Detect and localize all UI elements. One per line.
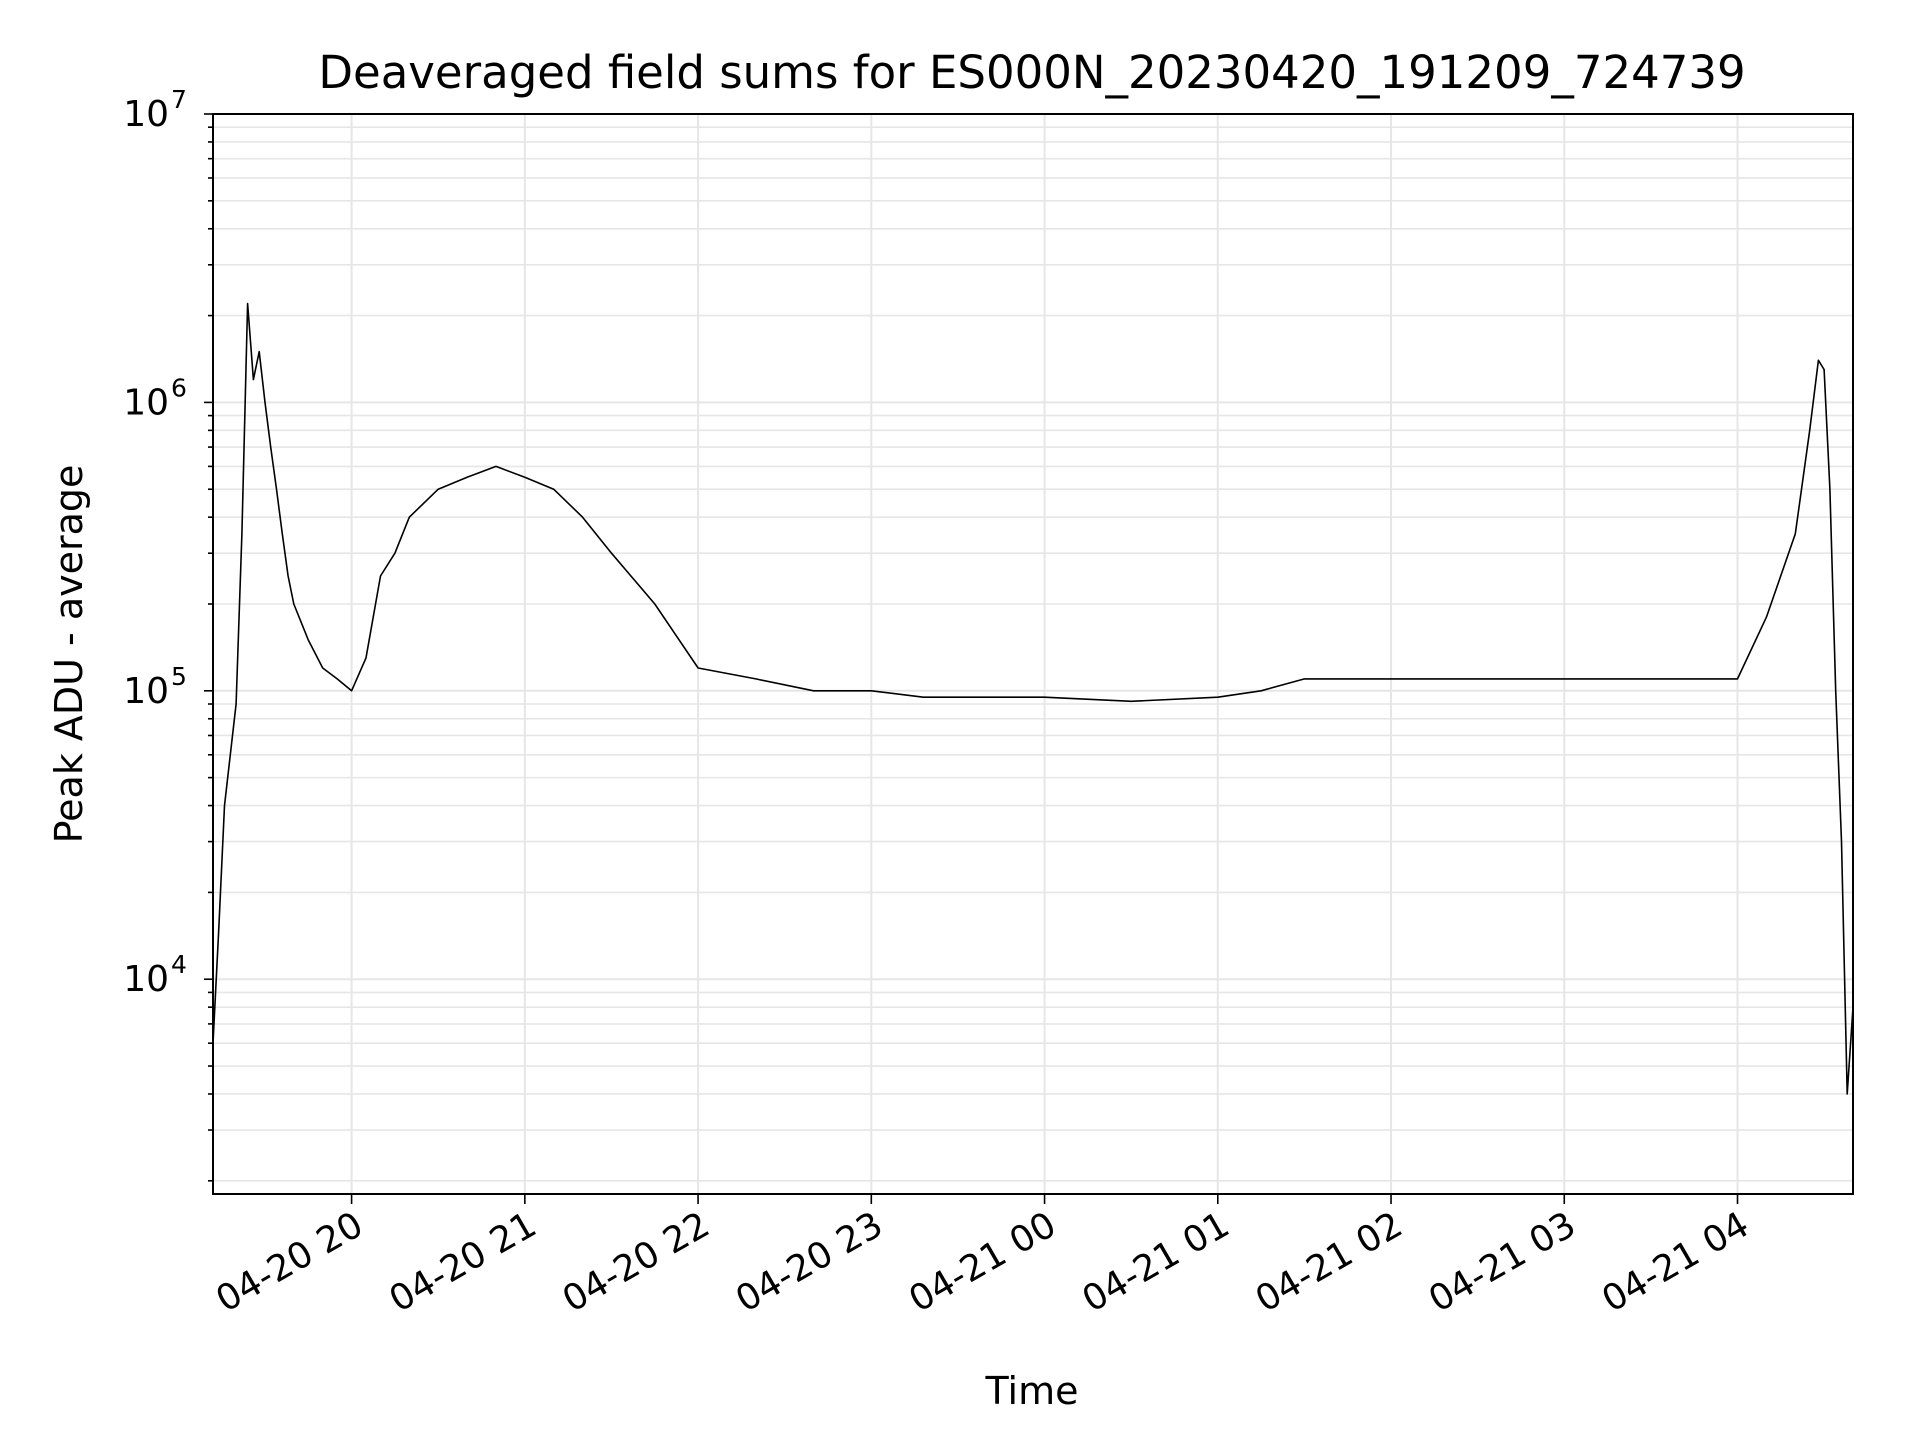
- y-tick-exponent: 6: [171, 373, 187, 402]
- y-tick-label: 10: [123, 382, 169, 423]
- x-tick-label: 04-20 23: [729, 1204, 890, 1320]
- y-tick-label: 10: [123, 94, 169, 135]
- x-tick-label: 04-20 22: [556, 1204, 717, 1320]
- x-tick-label: 04-21 04: [1595, 1204, 1756, 1320]
- y-tick-label: 10: [123, 959, 169, 1000]
- x-tick-label: 04-21 00: [902, 1204, 1063, 1320]
- data-line: [212, 302, 1854, 1095]
- x-tick-label: 04-21 03: [1422, 1204, 1583, 1320]
- y-tick-exponent: 5: [171, 662, 187, 691]
- y-axis-label: Peak ADU - average: [47, 465, 91, 844]
- chart-title: Deaveraged field sums for ES000N_2023042…: [318, 46, 1745, 99]
- x-tick-label: 04-21 02: [1249, 1204, 1410, 1320]
- x-tick-label: 04-21 01: [1076, 1204, 1237, 1320]
- y-tick-exponent: 4: [171, 950, 187, 979]
- x-tick-label: 04-20 21: [383, 1204, 544, 1320]
- y-tick-exponent: 7: [171, 85, 187, 114]
- plot-layer: [212, 302, 1854, 1095]
- plot-frame: [212, 113, 1854, 1195]
- x-tick-label: 04-20 20: [209, 1204, 370, 1320]
- grid-layer: [213, 113, 1853, 1194]
- x-axis-label: Time: [985, 1369, 1079, 1413]
- y-tick-label: 10: [123, 671, 169, 712]
